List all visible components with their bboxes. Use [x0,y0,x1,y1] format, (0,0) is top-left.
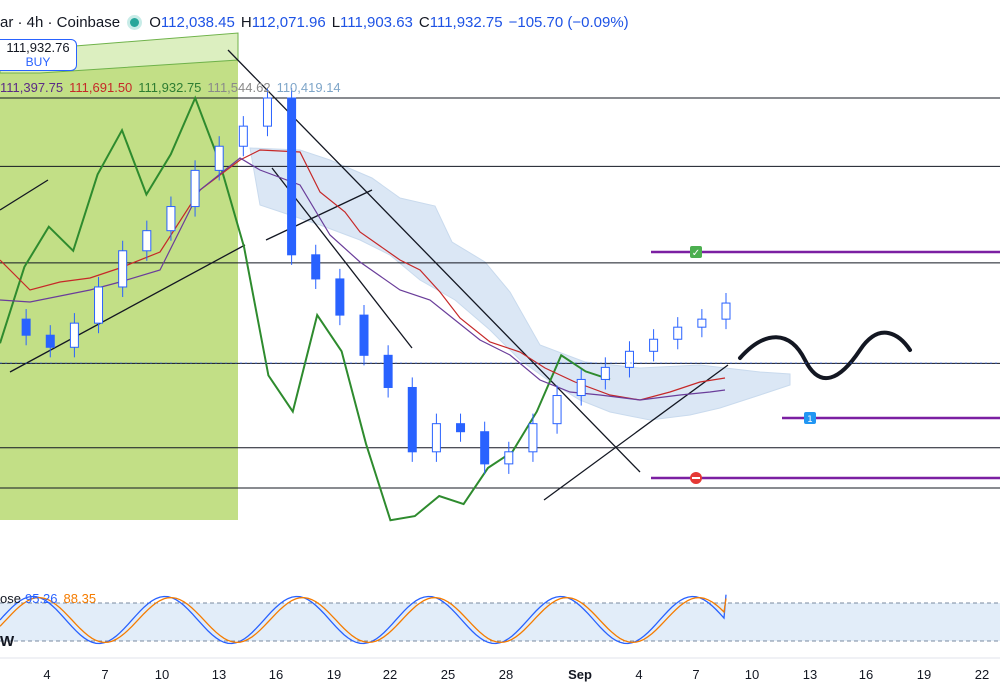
candle [624,350,634,368]
x-tick-label: 16 [858,667,874,682]
stoch-band [0,603,1000,641]
x-tick-label: 7 [101,667,109,682]
candle [721,302,731,320]
candle [407,386,417,453]
ichimoku-value-1: 111,397.75 [0,80,64,95]
candle [238,125,248,147]
trendline-4 [227,49,641,473]
trendline-6 [543,364,729,501]
x-tick-label: 10 [744,667,760,682]
stoch-legend: ose 95.26 88.35 [0,591,96,606]
x-tick-label: 19 [326,667,342,682]
candle [359,314,369,356]
candle [142,230,152,252]
ichimoku-value-2: 111,691.50 [69,80,133,95]
candle [118,250,128,288]
ichimoku-value-3: 111,932.75 [138,80,202,95]
x-tick-label: 22 [382,667,398,682]
low-value: 111,903.63 [340,14,413,31]
svg-text:✓: ✓ [692,248,700,259]
buy-button[interactable]: 111,932.76 BUY [0,39,77,71]
trade-levels [651,250,1000,480]
symbol-title: ar · 4h · Coinbase [0,14,121,31]
candle [190,169,200,208]
candle [287,97,297,256]
candle [697,318,707,328]
high-value: 112,071.96 [251,14,326,31]
candle [431,423,441,453]
candlesticks [21,87,731,474]
entry-marker-icon[interactable] [804,412,816,424]
candle [600,366,610,380]
stoch-d-line [0,596,727,644]
stoch-k-value: 95.26 [24,591,58,606]
x-tick-label: Sep [568,667,592,682]
candle [456,423,466,433]
x-tick-label: 19 [916,667,932,682]
candle [311,254,321,280]
x-tick-label: 7 [692,667,700,682]
x-tick-label: 22 [974,667,990,682]
candle [576,378,586,397]
candle [214,145,224,171]
chart-header: ar · 4h · Coinbase O112,038.45 H112,071.9… [0,14,629,31]
candle [45,334,55,348]
buy-label: BUY [25,55,51,69]
candle [673,326,683,340]
candle [69,322,79,348]
x-tick-label: 28 [498,667,514,682]
candle [94,286,104,324]
stoch-label: ose [0,591,21,606]
trendline-3 [265,189,373,241]
stoch-k-line [0,594,727,645]
candle [552,395,562,425]
wave-projection [738,330,912,381]
x-tick-label: 10 [154,667,170,682]
market-status-icon [130,18,140,28]
stoch-w-label: W [0,633,15,650]
trendline-2 [0,179,49,211]
conversion-line [0,149,726,401]
x-tick-label: 13 [211,667,227,682]
x-tick-label: 13 [802,667,818,682]
target-check-icon[interactable] [690,246,702,258]
candle [480,431,490,465]
candle [21,318,31,336]
candle [335,278,345,316]
candle [504,451,514,465]
buy-price: 111,932.76 [6,40,70,55]
trendline-1 [9,244,246,373]
x-tick-label: 16 [268,667,284,682]
candle [383,354,393,388]
change-value: −105.70 (−0.09%) [508,14,629,31]
candle [649,338,659,352]
candle [262,97,272,127]
open-value: 112,038.45 [160,14,235,31]
close-value: 111,932.75 [429,14,503,31]
x-tick-label: 4 [43,667,51,682]
x-tick-label: 4 [635,667,643,682]
candle [166,206,176,232]
candle [528,423,538,453]
svg-text:1: 1 [807,415,813,425]
stoch-d-value: 88.35 [63,591,97,606]
ichimoku-value-4: 111,544.62 [207,80,271,95]
ichimoku-value-5: 110,419.14 [276,80,341,95]
ichimoku-legend: 111,397.75 111,691.50 111,932.75 111,544.62… [0,80,341,95]
x-tick-label: 25 [440,667,456,682]
base-line [0,157,726,401]
